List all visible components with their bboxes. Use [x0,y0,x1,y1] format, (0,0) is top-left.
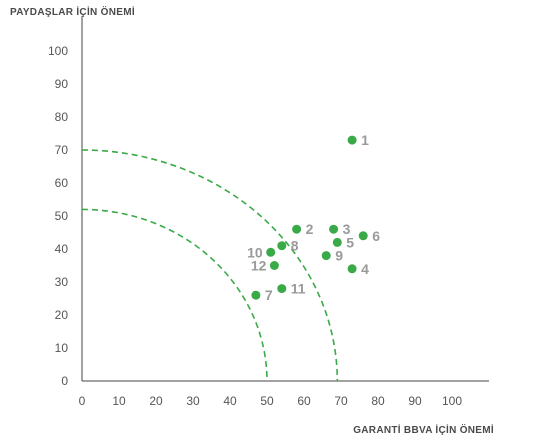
threshold-arcs [81,149,339,382]
y-tick-label: 100 [48,44,68,58]
data-point-label: 6 [372,228,380,244]
data-point-label: 7 [265,287,273,303]
outer-threshold-arc [81,149,339,382]
y-tick-label: 30 [55,275,69,289]
x-tick-label: 80 [371,394,385,408]
data-point [277,241,287,251]
data-point [358,231,368,241]
y-tick-label: 40 [55,242,69,256]
data-point-label: 3 [343,221,351,237]
data-point-label: 8 [291,238,299,254]
x-tick-label: 70 [334,394,348,408]
axes: 0 10 20 30 40 50 60 70 80 90 100 0 10 20 30 40 50 60 70 80 9… [48,16,489,408]
inner-threshold-arc [81,208,268,382]
y-axis-label: PAYDAŞLAR İÇİN ÖNEMİ [10,7,135,18]
y-tick-label: 90 [55,77,69,91]
x-tick-label: 100 [442,394,462,408]
y-tick-label: 80 [55,110,69,124]
data-point [269,261,279,270]
data-point-label: 11 [291,281,306,297]
x-tick-label: 60 [297,394,311,408]
data-point-label: 1 [361,132,369,148]
y-tick-label: 0 [61,374,68,388]
data-point-label: 2 [306,221,314,237]
x-tick-label: 90 [408,394,422,408]
y-tick-label: 60 [55,176,69,190]
data-point [329,224,339,234]
x-tick-label: 30 [186,394,200,408]
data-point [251,290,261,300]
data-point-label: 10 [247,244,263,260]
x-tick-label: 20 [149,394,163,408]
y-tick-label: 20 [55,308,69,322]
x-tick-label: 10 [112,394,126,408]
data-point [347,264,357,274]
data-point-label: 4 [361,261,369,277]
data-point [347,135,357,145]
x-tick-label: 40 [223,394,237,408]
data-point [321,251,331,261]
data-point-label: 5 [346,234,354,250]
x-tick-label: 0 [79,394,86,408]
y-tick-label: 70 [55,143,69,157]
y-tick-label: 10 [55,341,69,355]
data-point [332,237,342,247]
data-point [277,284,287,294]
data-point [292,224,302,234]
data-point-label: 12 [251,258,267,274]
x-axis-label: GARANTİ BBVA İÇİN ÖNEMİ [353,425,494,436]
data-point-label: 9 [335,248,343,264]
y-tick-label: 50 [55,209,69,223]
data-point [266,247,276,257]
x-tick-label: 50 [260,394,274,408]
